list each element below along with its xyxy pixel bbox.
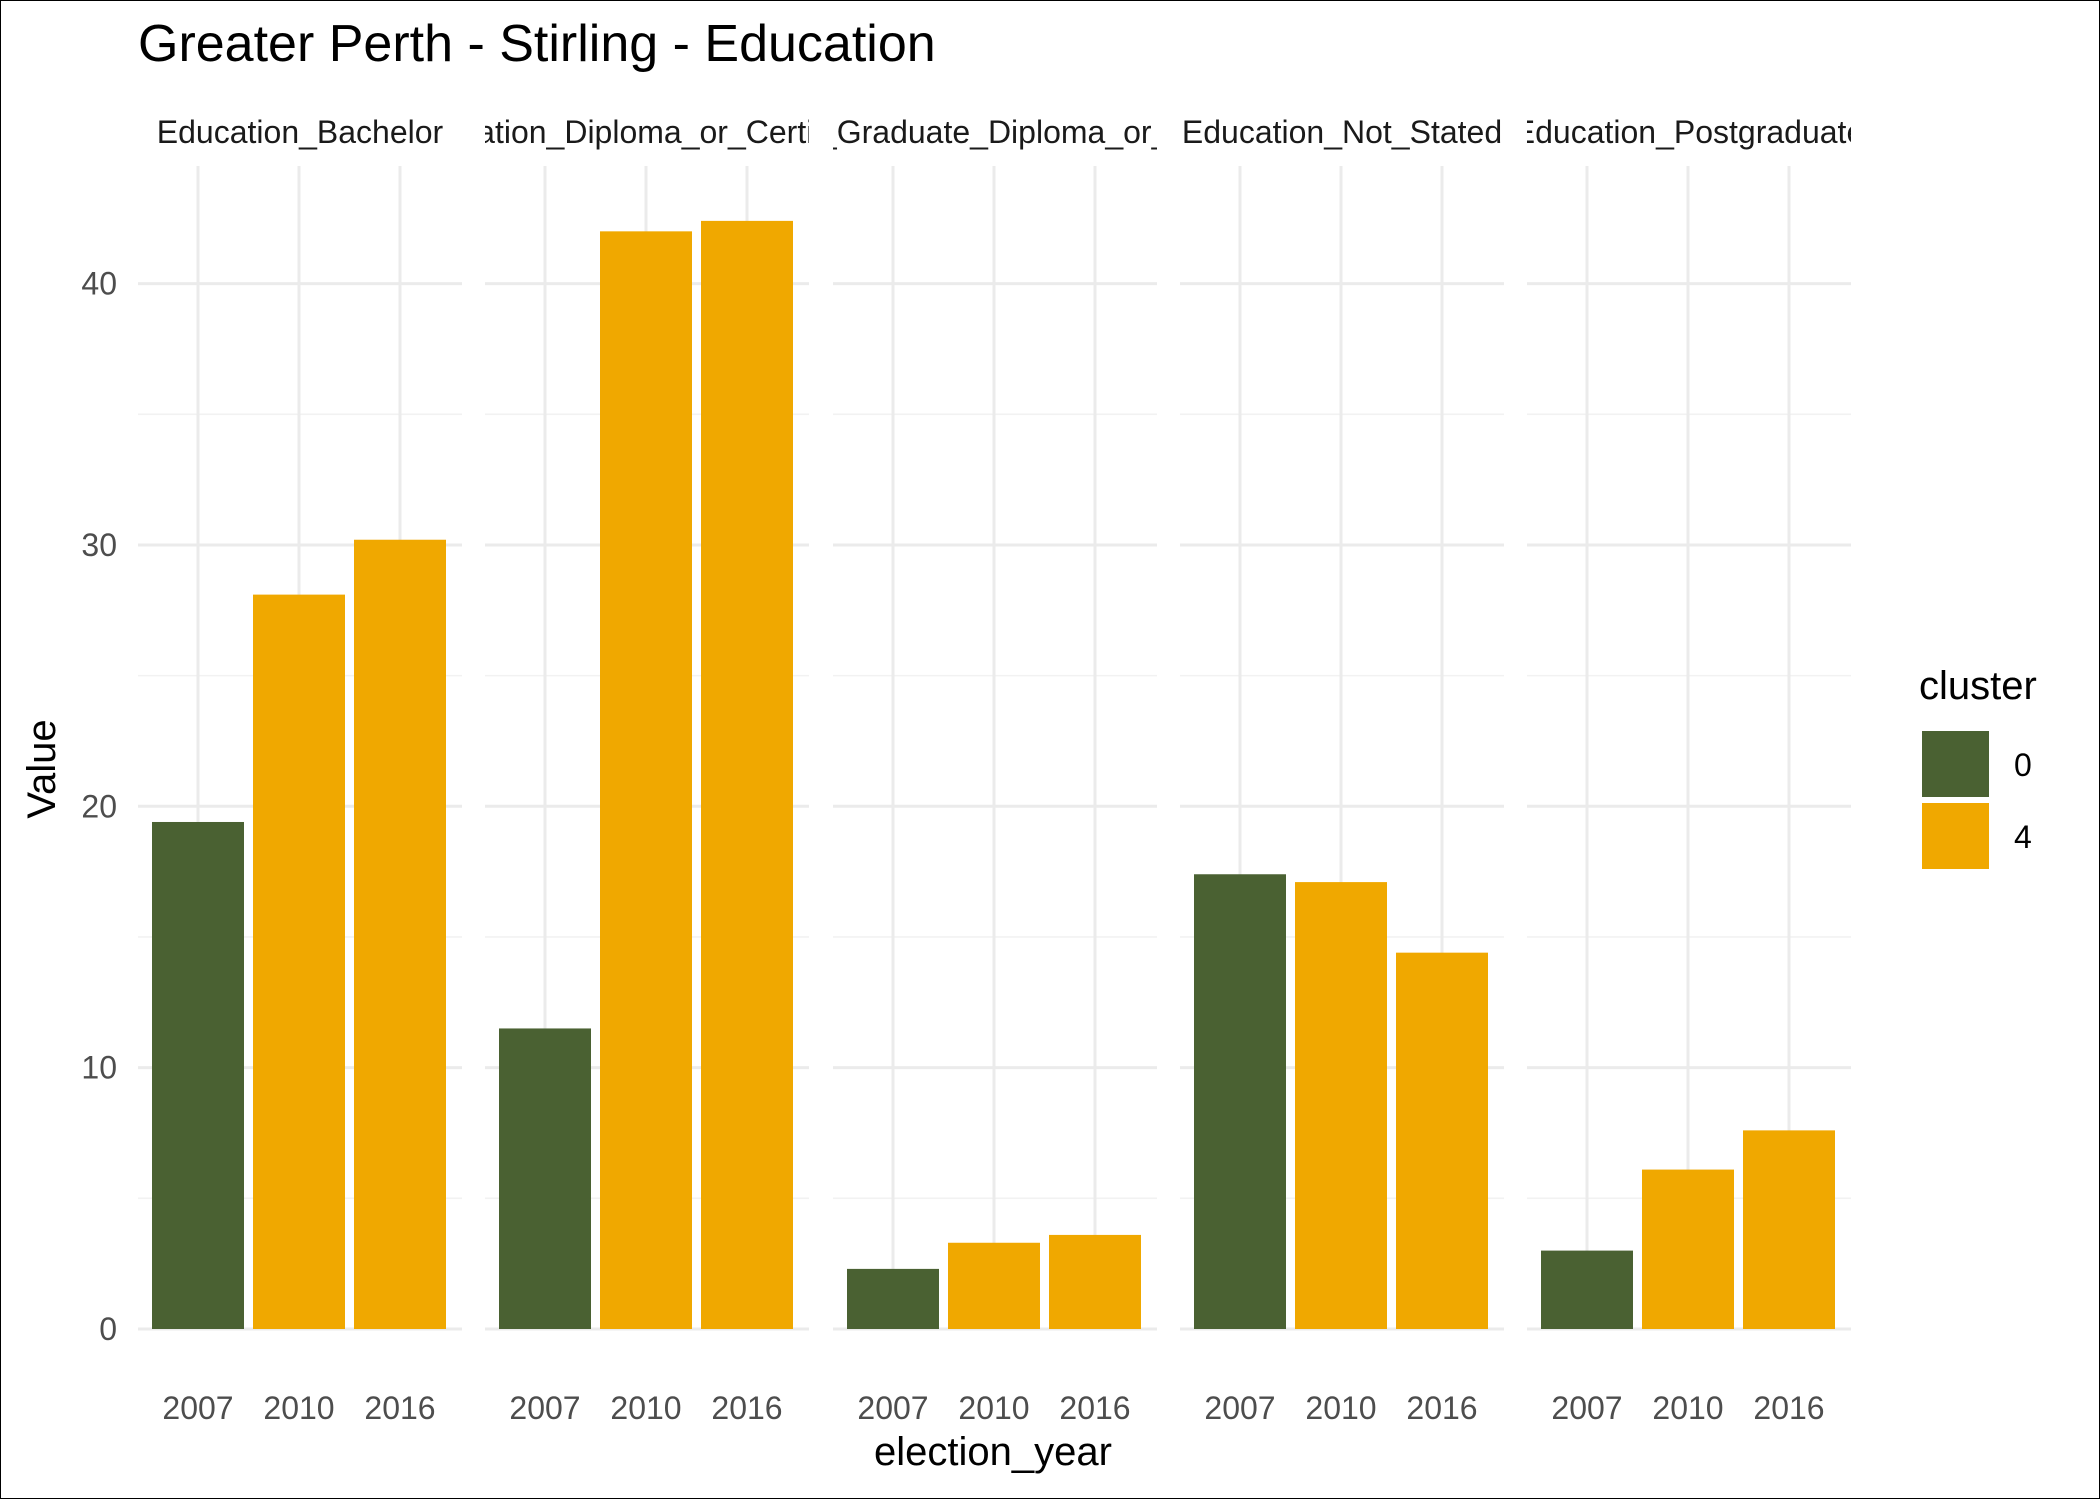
bar [499, 1028, 591, 1329]
x-tick-label: 2010 [610, 1390, 681, 1426]
y-axis: 0 10 20 30 40 [81, 266, 117, 1347]
x-tick-label: 2016 [1059, 1390, 1130, 1426]
x-tick-label: 2007 [509, 1390, 580, 1426]
facet-panel: 2007 2010 2016 Education_Graduate_Diploma_o… [677, 114, 1314, 1426]
x-tick-label: 2010 [1305, 1390, 1376, 1426]
bar [1396, 952, 1488, 1329]
x-tick-label: 2007 [857, 1390, 928, 1426]
legend-label: 4 [2014, 819, 2032, 855]
x-tick-label: 2007 [162, 1390, 233, 1426]
bar [847, 1268, 939, 1329]
y-axis-title: Value [20, 719, 64, 818]
bar [1295, 882, 1387, 1329]
facet-strip-label: Education_Graduate_Diploma_or_Certificat… [677, 114, 1314, 150]
y-tick-label: 20 [81, 788, 117, 824]
bar [600, 231, 692, 1330]
legend-key [1922, 803, 1989, 869]
y-tick-label: 10 [81, 1050, 117, 1086]
bar [1541, 1250, 1633, 1329]
legend-key [1922, 731, 1989, 797]
bar [948, 1242, 1040, 1329]
facet-strip-label: Education_Diploma_or_Certificate [404, 114, 890, 150]
x-tick-label: 2010 [958, 1390, 1029, 1426]
x-tick-label: 2010 [263, 1390, 334, 1426]
y-tick-label: 0 [99, 1311, 117, 1347]
x-tick-label: 2016 [1406, 1390, 1477, 1426]
bar [1743, 1130, 1835, 1329]
x-axis-title: election_year [874, 1430, 1112, 1474]
legend: cluster 0 4 [1919, 664, 2037, 869]
bar [1194, 874, 1286, 1329]
bar [253, 594, 345, 1329]
bar [354, 539, 446, 1329]
facet-panel: 2007 2010 2016 Education_Postgraduate [1514, 114, 1864, 1426]
x-tick-label: 2007 [1204, 1390, 1275, 1426]
facet-strip-label: Education_Not_Stated [1182, 114, 1502, 150]
legend-label: 0 [2014, 747, 2032, 783]
x-tick-label: 2016 [711, 1390, 782, 1426]
y-tick-label: 40 [81, 266, 117, 302]
legend-title: cluster [1919, 664, 2037, 708]
facet-panel: 2007 2010 2016 Education_Not_Stated [1180, 114, 1504, 1426]
x-tick-label: 2010 [1652, 1390, 1723, 1426]
bar [701, 220, 793, 1329]
y-tick-label: 30 [81, 527, 117, 563]
x-tick-label: 2007 [1551, 1390, 1622, 1426]
bar [152, 821, 244, 1329]
x-tick-label: 2016 [1753, 1390, 1824, 1426]
facet-strip-label: Education_Postgraduate [1514, 114, 1864, 150]
bar [1049, 1234, 1141, 1329]
facet-panel: 2007 2010 2016 Education_Diploma_or_Certifi… [404, 114, 890, 1426]
facet-panel: 2007 2010 2016 Education_Bachelor [138, 114, 462, 1426]
chart-title: Greater Perth - Stirling - Education [138, 15, 936, 73]
bar [1642, 1169, 1734, 1329]
facet-strip-label: Education_Bachelor [157, 114, 444, 150]
x-tick-label: 2016 [364, 1390, 435, 1426]
